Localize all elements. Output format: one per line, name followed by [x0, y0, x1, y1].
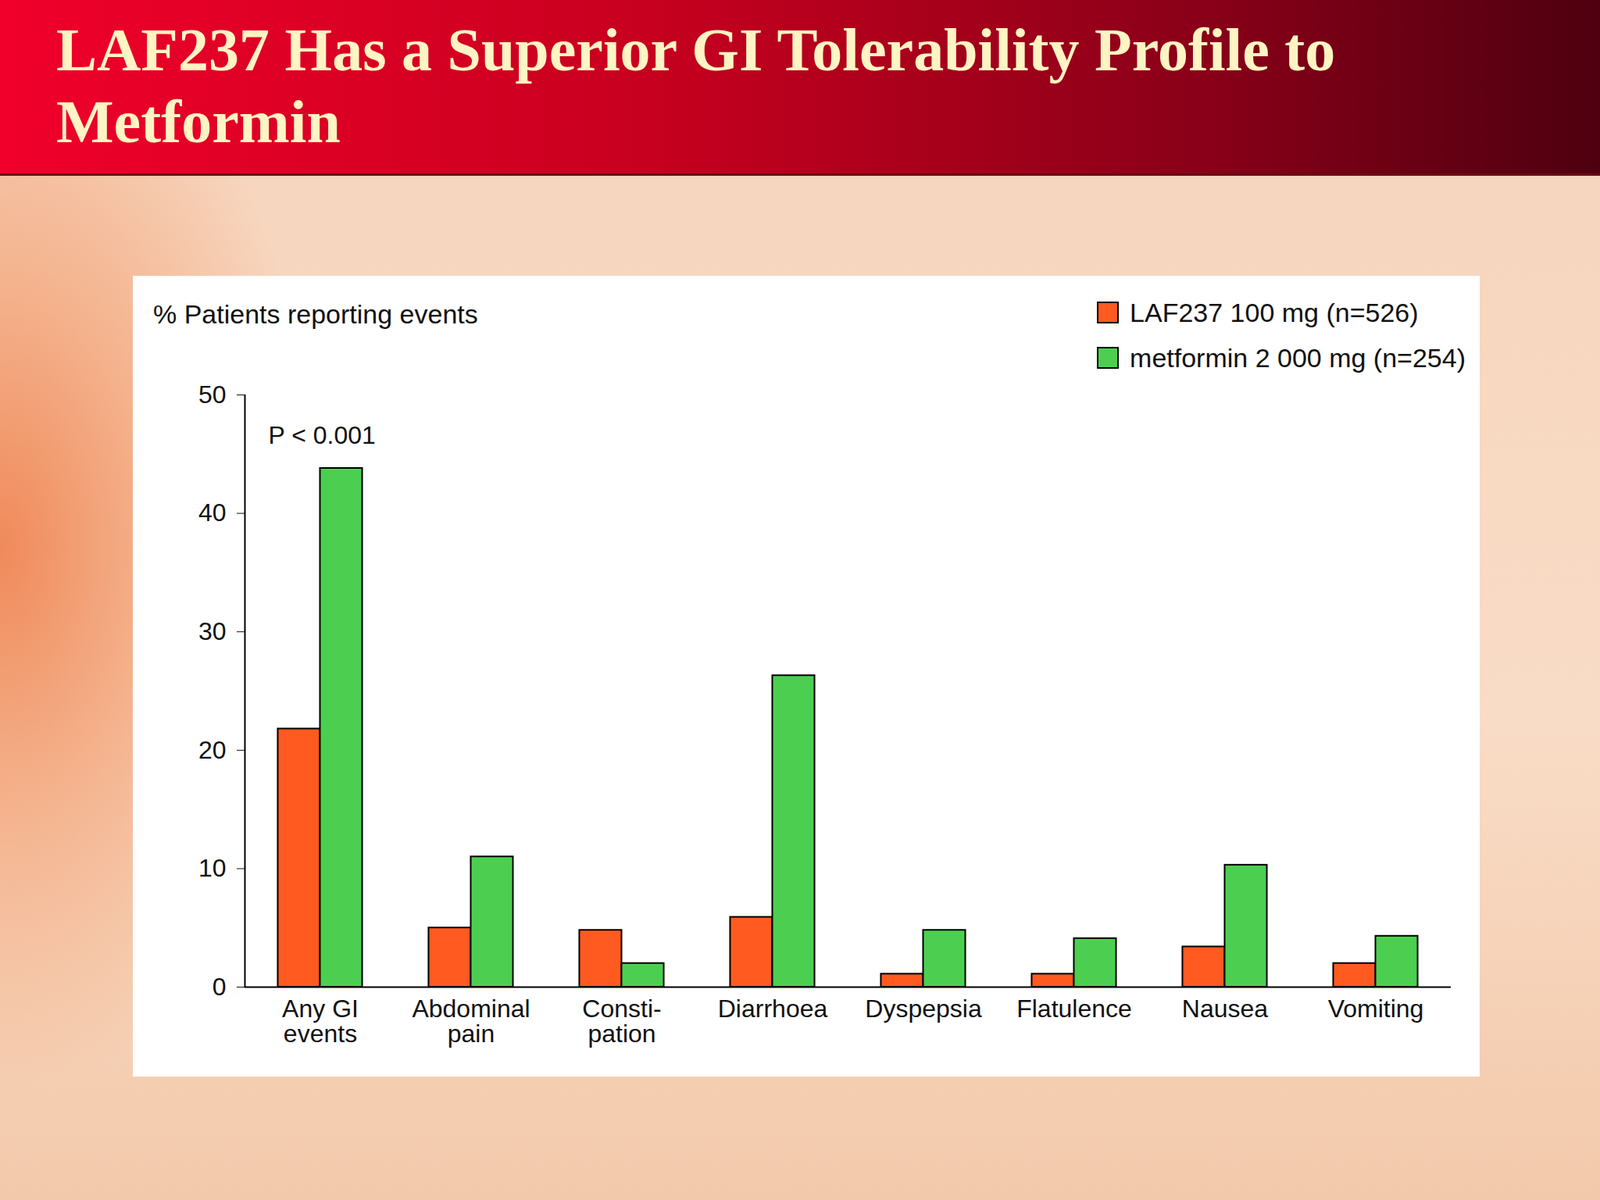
svg-text:Any GIevents: Any GIevents: [282, 994, 359, 1048]
svg-text:0: 0: [212, 972, 227, 1001]
svg-text:Nausea: Nausea: [1182, 994, 1269, 1023]
html-text:metformin 2 000 mg (n=254): metformin 2 000 mg (n=254): [1129, 342, 1466, 373]
svg-text:P < 0.001: P < 0.001: [268, 421, 376, 450]
html-text:% Patients reporting events: % Patients reporting events: [153, 299, 478, 329]
svg-text:Dyspepsia: Dyspepsia: [864, 994, 983, 1023]
svg-text:10: 10: [198, 853, 227, 883]
svg-text:Consti-pation: Consti-pation: [582, 994, 661, 1048]
html-text:LAF237 Has a Superior GI Toler: LAF237 Has a Superior GI Tolerability Pr…: [56, 15, 1336, 156]
html-text:LAF237 100 mg (n=526): LAF237 100 mg (n=526): [1129, 297, 1419, 327]
svg-text:Vomiting: Vomiting: [1328, 994, 1425, 1023]
svg-text:Diarrhoea: Diarrhoea: [717, 994, 829, 1023]
svg-text:20: 20: [198, 735, 227, 765]
svg-text:40: 40: [198, 498, 227, 527]
svg-text:30: 30: [198, 617, 227, 646]
svg-text:Flatulence: Flatulence: [1016, 994, 1133, 1023]
svg-text:50: 50: [198, 380, 227, 409]
svg-text:Abdominalpain: Abdominalpain: [411, 994, 530, 1048]
